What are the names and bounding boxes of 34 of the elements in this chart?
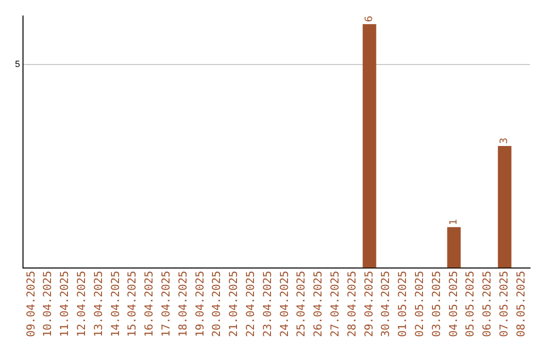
x-tick-label: 21.04.2025 — [227, 270, 240, 338]
x-tick-label: 23.04.2025 — [260, 270, 274, 338]
x-tick-label: 12.04.2025 — [75, 270, 88, 338]
x-tick-label: 14.04.2025 — [108, 270, 122, 338]
x-tick-label: 13.04.2025 — [92, 270, 105, 338]
data-label: 3 — [499, 138, 510, 144]
x-tick-label: 03.05.2025 — [430, 270, 443, 338]
x-tick-label: 25.04.2025 — [294, 270, 308, 338]
x-tick-label: 09.04.2025 — [24, 270, 38, 338]
x-tick-label: 18.04.2025 — [176, 270, 190, 338]
x-tick-label: 07.05.2025 — [498, 270, 511, 338]
x-tick-label: 17.04.2025 — [160, 270, 173, 338]
x-tick-label: 20.04.2025 — [210, 270, 224, 338]
x-tick-label: 02.05.2025 — [413, 270, 426, 338]
y-tick-label: 5 — [14, 59, 20, 70]
data-label: 1 — [448, 218, 460, 226]
x-tick-label: 11.04.2025 — [58, 270, 72, 338]
x-tick-label: 06.05.2025 — [480, 270, 494, 338]
x-tick-label: 04.05.2025 — [446, 270, 460, 338]
x-tick-label: 15.04.2025 — [126, 270, 139, 338]
x-tick-label: 24.04.2025 — [278, 270, 291, 338]
x-tick-label: 27.04.2025 — [328, 270, 342, 338]
x-tick-label: 29.04.2025 — [362, 270, 376, 338]
x-tick-label: 01.05.2025 — [396, 270, 410, 338]
x-tick-label: 10.04.2025 — [41, 270, 54, 338]
x-tick-label: 22.04.2025 — [244, 270, 258, 338]
x-tick-label: 16.04.2025 — [142, 270, 156, 338]
x-tick-label: 30.04.2025 — [379, 270, 392, 338]
x-tick-label: 26.04.2025 — [312, 270, 325, 338]
x-tick-label: 05.05.2025 — [464, 270, 477, 338]
data-label: 6 — [364, 16, 376, 22]
x-tick-label: 28.04.2025 — [345, 270, 358, 338]
x-tick-label: 19.04.2025 — [193, 270, 206, 338]
x-tick-label: 08.05.2025 — [514, 270, 528, 338]
